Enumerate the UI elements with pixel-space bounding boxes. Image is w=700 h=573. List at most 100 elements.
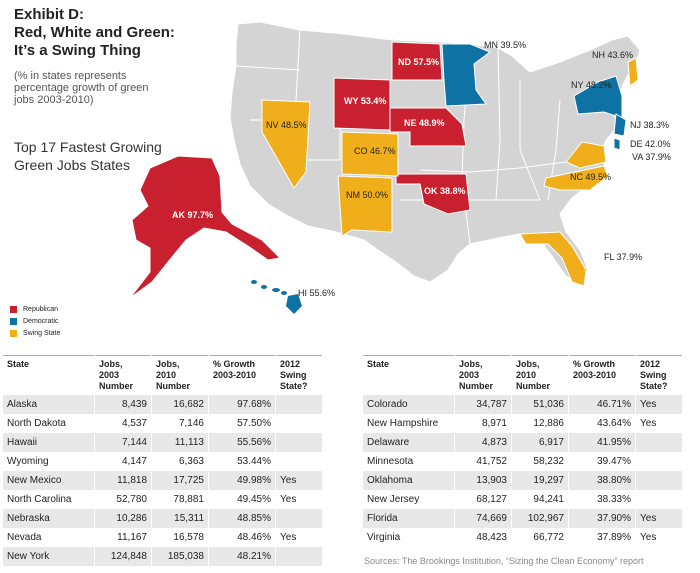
cell-growth: 43.64% bbox=[568, 414, 636, 433]
subtitle-line-3: jobs 2003-2010) bbox=[14, 94, 94, 106]
label-fl: FL 37.9% bbox=[604, 252, 642, 262]
map-legend: Republican Democratic Swing State bbox=[10, 303, 60, 339]
us-outline bbox=[229, 21, 641, 285]
legend-swatch-swing bbox=[10, 329, 17, 337]
cell-state: Nevada bbox=[3, 528, 95, 547]
title-line-1: Exhibit D: bbox=[14, 6, 84, 23]
label-nv: NV 48.5% bbox=[266, 120, 307, 130]
cell-state: Minnesota bbox=[363, 452, 455, 471]
col-header-jobs-2010-l1: Jobs, bbox=[156, 359, 180, 369]
table-row: Wyoming 4,147 6,363 53.44% bbox=[3, 452, 323, 471]
cell-growth: 53.44% bbox=[208, 452, 276, 471]
cell-jobs-2003: 4,873 bbox=[454, 433, 512, 452]
table-row: Delaware 4,873 6,917 41.95% bbox=[363, 433, 683, 452]
table-header-row: State Jobs, 2003 Number Jobs, 2010 Number % … bbox=[3, 355, 323, 395]
label-hi: HI 55.6% bbox=[298, 288, 335, 298]
col-header-swing-l2: Swing bbox=[280, 370, 307, 380]
state-mn bbox=[441, 43, 492, 107]
cell-swing: Yes bbox=[635, 395, 683, 414]
table-row: New York 124,848 185,038 48.21% bbox=[3, 547, 323, 566]
cell-jobs-2003: 11,167 bbox=[94, 528, 152, 547]
cell-growth: 41.95% bbox=[568, 433, 636, 452]
cell-growth: 49.45% bbox=[208, 490, 276, 509]
cell-jobs-2003: 11,818 bbox=[94, 471, 152, 490]
cell-swing: Yes bbox=[275, 528, 323, 547]
label-nj: NJ 38.3% bbox=[630, 120, 669, 130]
cell-jobs-2010: 15,311 bbox=[151, 509, 209, 528]
cell-jobs-2003: 48,423 bbox=[454, 528, 512, 547]
cell-growth: 38.33% bbox=[568, 490, 636, 509]
map-heading-line-1: Top 17 Fastest Growing bbox=[14, 139, 162, 155]
state-nm bbox=[337, 175, 393, 237]
col-header-growth-l2: 2003-2010 bbox=[573, 370, 617, 380]
legend-label-democratic: Democratic bbox=[23, 317, 59, 325]
state-nh bbox=[627, 57, 639, 87]
col-header-swing-l3: State? bbox=[280, 381, 308, 391]
cell-jobs-2010: 6,363 bbox=[151, 452, 209, 471]
table-row: Minnesota 41,752 58,232 39.47% bbox=[363, 452, 683, 471]
label-va: VA 37.9% bbox=[632, 152, 671, 162]
state-fl bbox=[519, 231, 587, 287]
label-nd: ND 57.5% bbox=[398, 57, 439, 67]
table-row: New Hampshire 8,971 12,886 43.64% Yes bbox=[363, 414, 683, 433]
cell-state: Colorado bbox=[363, 395, 455, 414]
cell-swing: Yes bbox=[635, 414, 683, 433]
label-co: CO 46.7% bbox=[354, 146, 396, 156]
cell-state: Nebraska bbox=[3, 509, 95, 528]
col-header-jobs-2010: Jobs, 2010 Number bbox=[511, 355, 569, 395]
table-row: Florida 74,669 102,967 37.90% Yes bbox=[363, 509, 683, 528]
label-nc: NC 49.5% bbox=[570, 172, 611, 182]
cell-growth: 48.46% bbox=[208, 528, 276, 547]
cell-jobs-2010: 12,886 bbox=[511, 414, 569, 433]
table-row: New Mexico 11,818 17,725 49.98% Yes bbox=[3, 471, 323, 490]
table-header-row: State Jobs, 2003 Number Jobs, 2010 Number % … bbox=[363, 355, 683, 395]
table-row: Alaska 8,439 16,682 97.68% bbox=[3, 395, 323, 414]
table-row: Hawaii 7,144 11,113 55.56% bbox=[3, 433, 323, 452]
legend-swatch-republican bbox=[10, 305, 17, 313]
cell-growth: 39.47% bbox=[568, 452, 636, 471]
col-header-swing-l1: 2012 bbox=[640, 359, 661, 369]
legend-item-swing: Swing State bbox=[10, 327, 60, 339]
subtitle: (% in states represents percentage growt… bbox=[14, 70, 184, 106]
col-header-state: State bbox=[3, 355, 95, 395]
cell-jobs-2010: 19,297 bbox=[511, 471, 569, 490]
cell-swing: Yes bbox=[635, 528, 683, 547]
table-row: Nebraska 10,286 15,311 48.85% bbox=[3, 509, 323, 528]
cell-state: New Mexico bbox=[3, 471, 95, 490]
col-header-jobs-2010-l3: Number bbox=[516, 381, 551, 391]
col-header-state: State bbox=[363, 355, 455, 395]
col-header-jobs-2010-l2: 2010 bbox=[156, 370, 177, 380]
legend-label-republican: Republican bbox=[23, 305, 59, 313]
cell-growth: 37.89% bbox=[568, 528, 636, 547]
state-nc bbox=[543, 165, 609, 191]
col-header-swing-l2: Swing bbox=[640, 370, 667, 380]
col-header-jobs-2003: Jobs, 2003 Number bbox=[94, 355, 152, 395]
col-header-jobs-2010-l2: 2010 bbox=[516, 370, 537, 380]
col-header-swing: 2012 Swing State? bbox=[635, 355, 683, 395]
col-header-state-text: State bbox=[7, 359, 30, 369]
cell-swing bbox=[635, 452, 683, 471]
col-header-jobs-2010: Jobs, 2010 Number bbox=[151, 355, 209, 395]
state-co bbox=[341, 131, 399, 177]
cell-jobs-2010: 16,578 bbox=[151, 528, 209, 547]
cell-swing: Yes bbox=[635, 509, 683, 528]
source-note: Sources: The Brookings Institution, “Siz… bbox=[364, 556, 644, 566]
cell-state: New Hampshire bbox=[363, 414, 455, 433]
table-row: Oklahoma 13,903 19,297 38.80% bbox=[363, 471, 683, 490]
cell-jobs-2003: 4,537 bbox=[94, 414, 152, 433]
cell-swing bbox=[275, 433, 323, 452]
cell-swing bbox=[275, 414, 323, 433]
cell-swing bbox=[275, 509, 323, 528]
subtitle-line-2: percentage growth of green bbox=[14, 82, 149, 94]
cell-jobs-2003: 4,147 bbox=[94, 452, 152, 471]
legend-item-democratic: Democratic bbox=[10, 315, 60, 327]
col-header-jobs-2010-l3: Number bbox=[156, 381, 191, 391]
cell-jobs-2003: 74,669 bbox=[454, 509, 512, 528]
label-ne: NE 48.9% bbox=[404, 118, 445, 128]
title-line-3: It’s a Swing Thing bbox=[14, 42, 141, 59]
data-table-right: State Jobs, 2003 Number Jobs, 2010 Number % … bbox=[363, 355, 683, 547]
cell-jobs-2010: 185,038 bbox=[151, 547, 209, 566]
cell-jobs-2010: 6,917 bbox=[511, 433, 569, 452]
state-va bbox=[565, 141, 607, 169]
cell-jobs-2010: 94,241 bbox=[511, 490, 569, 509]
